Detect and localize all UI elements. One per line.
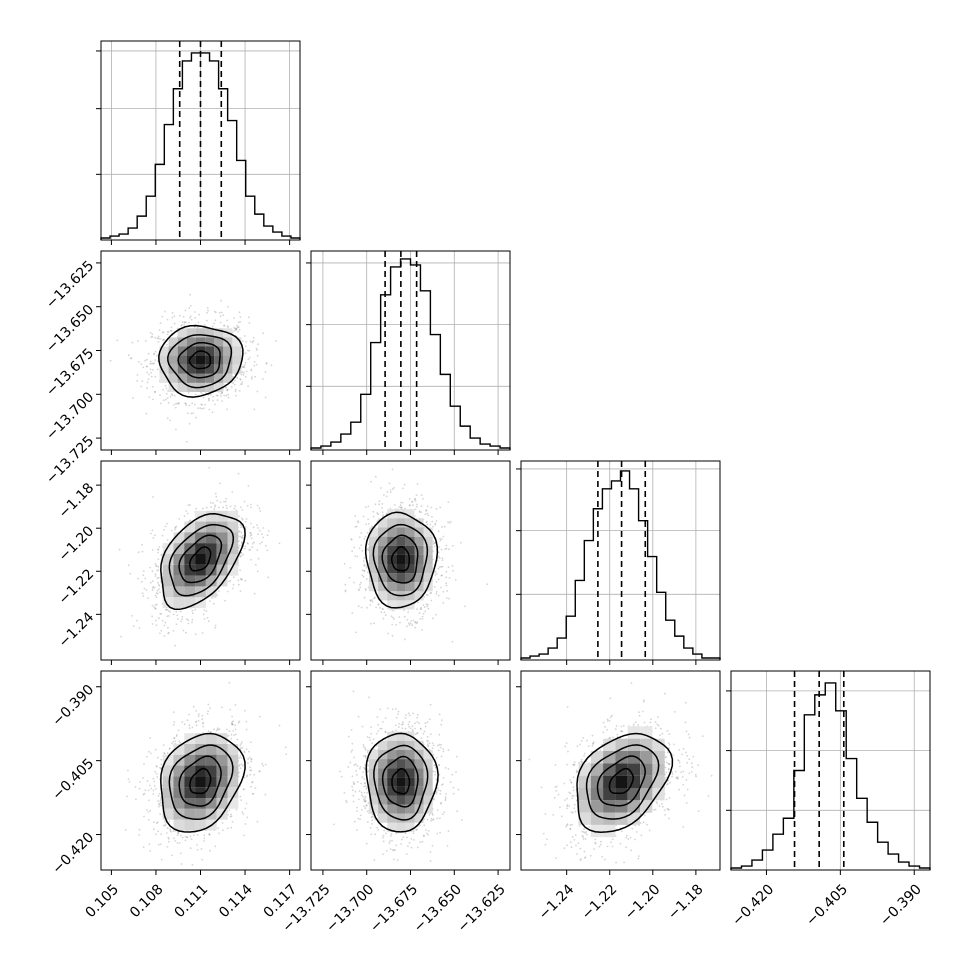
x-tick-label: −1.20 <box>622 881 664 923</box>
scatter-panel-2-0 <box>96 460 301 665</box>
y-tick-label: −13.625 <box>43 258 97 312</box>
contour-line <box>158 324 244 398</box>
panel-layer: 0.105 0.108 0.111 0.114 0.117−13.725−13.700−… <box>43 40 931 936</box>
contour-line <box>160 513 246 611</box>
y-tick-label: −1.22 <box>56 566 98 608</box>
x-tick-label: 0.105 <box>82 881 122 921</box>
x-tick-label: −0.420 <box>729 881 777 929</box>
contour-line <box>381 755 419 808</box>
scatter-panel-2-1 <box>306 460 511 665</box>
histogram-bar <box>520 470 721 660</box>
panel-frame <box>310 250 511 451</box>
x-tick-label: −13.625 <box>455 881 509 935</box>
contour-line <box>585 744 660 820</box>
density-map <box>159 328 242 392</box>
contour-line <box>188 350 212 370</box>
x-tick-label: −1.22 <box>579 881 621 923</box>
scatter-panel-3-0 <box>96 670 301 875</box>
y-tick-label: −1.18 <box>56 480 98 522</box>
x-tick-label: 0.111 <box>172 881 212 921</box>
contour-line <box>364 511 439 609</box>
contour-line <box>576 732 674 833</box>
contour-line <box>608 767 634 794</box>
contour-line <box>596 755 646 807</box>
contour-line <box>178 534 223 584</box>
contour-line <box>160 732 246 833</box>
scatter-panel-3-1 <box>306 670 511 875</box>
histogram-panel-2 <box>516 460 721 665</box>
panel-frame <box>100 40 301 241</box>
x-tick-label: −0.390 <box>877 881 925 929</box>
panel-frame <box>100 670 301 871</box>
scatter-panel-3-2 <box>516 670 721 875</box>
contour-line <box>390 546 410 572</box>
panel-frame <box>310 460 511 661</box>
contour-line <box>373 744 429 821</box>
contour-line <box>189 767 212 795</box>
contour-line <box>381 534 419 584</box>
panel-frame <box>310 670 511 871</box>
contour-line <box>189 546 212 572</box>
scatter-panel-1-0 <box>96 250 301 455</box>
x-tick-label: −1.24 <box>536 881 578 923</box>
histogram-panel-1 <box>306 250 511 455</box>
contour-line <box>391 767 411 795</box>
histogram-panel-0 <box>96 40 301 245</box>
contour-line <box>177 341 221 379</box>
contour-line <box>365 732 439 833</box>
panel-frame <box>730 670 931 871</box>
panel-frame <box>100 250 301 451</box>
x-tick-label: 0.114 <box>216 881 256 921</box>
y-tick-label: −0.390 <box>49 682 97 730</box>
panel-frame <box>520 460 721 661</box>
y-tick-label: −0.420 <box>49 829 97 877</box>
histogram-panel-3 <box>726 670 931 875</box>
density-map <box>369 731 433 832</box>
y-tick-label: −1.24 <box>56 609 98 651</box>
y-tick-label: −1.20 <box>56 523 98 565</box>
contour-line <box>372 523 429 597</box>
x-tick-label: −1.18 <box>665 881 707 923</box>
histogram-bar <box>730 682 931 870</box>
contour-line <box>167 334 233 389</box>
panel-frame <box>100 460 301 661</box>
contour-line <box>168 523 235 597</box>
histogram-bar <box>310 258 511 450</box>
density-map <box>162 510 239 609</box>
x-tick-label: 0.108 <box>127 881 167 921</box>
contour-line <box>168 744 234 821</box>
panel-frame <box>520 670 721 871</box>
x-tick-label: −0.405 <box>803 881 851 929</box>
contour-line <box>178 755 222 807</box>
y-tick-label: −0.405 <box>49 756 97 804</box>
